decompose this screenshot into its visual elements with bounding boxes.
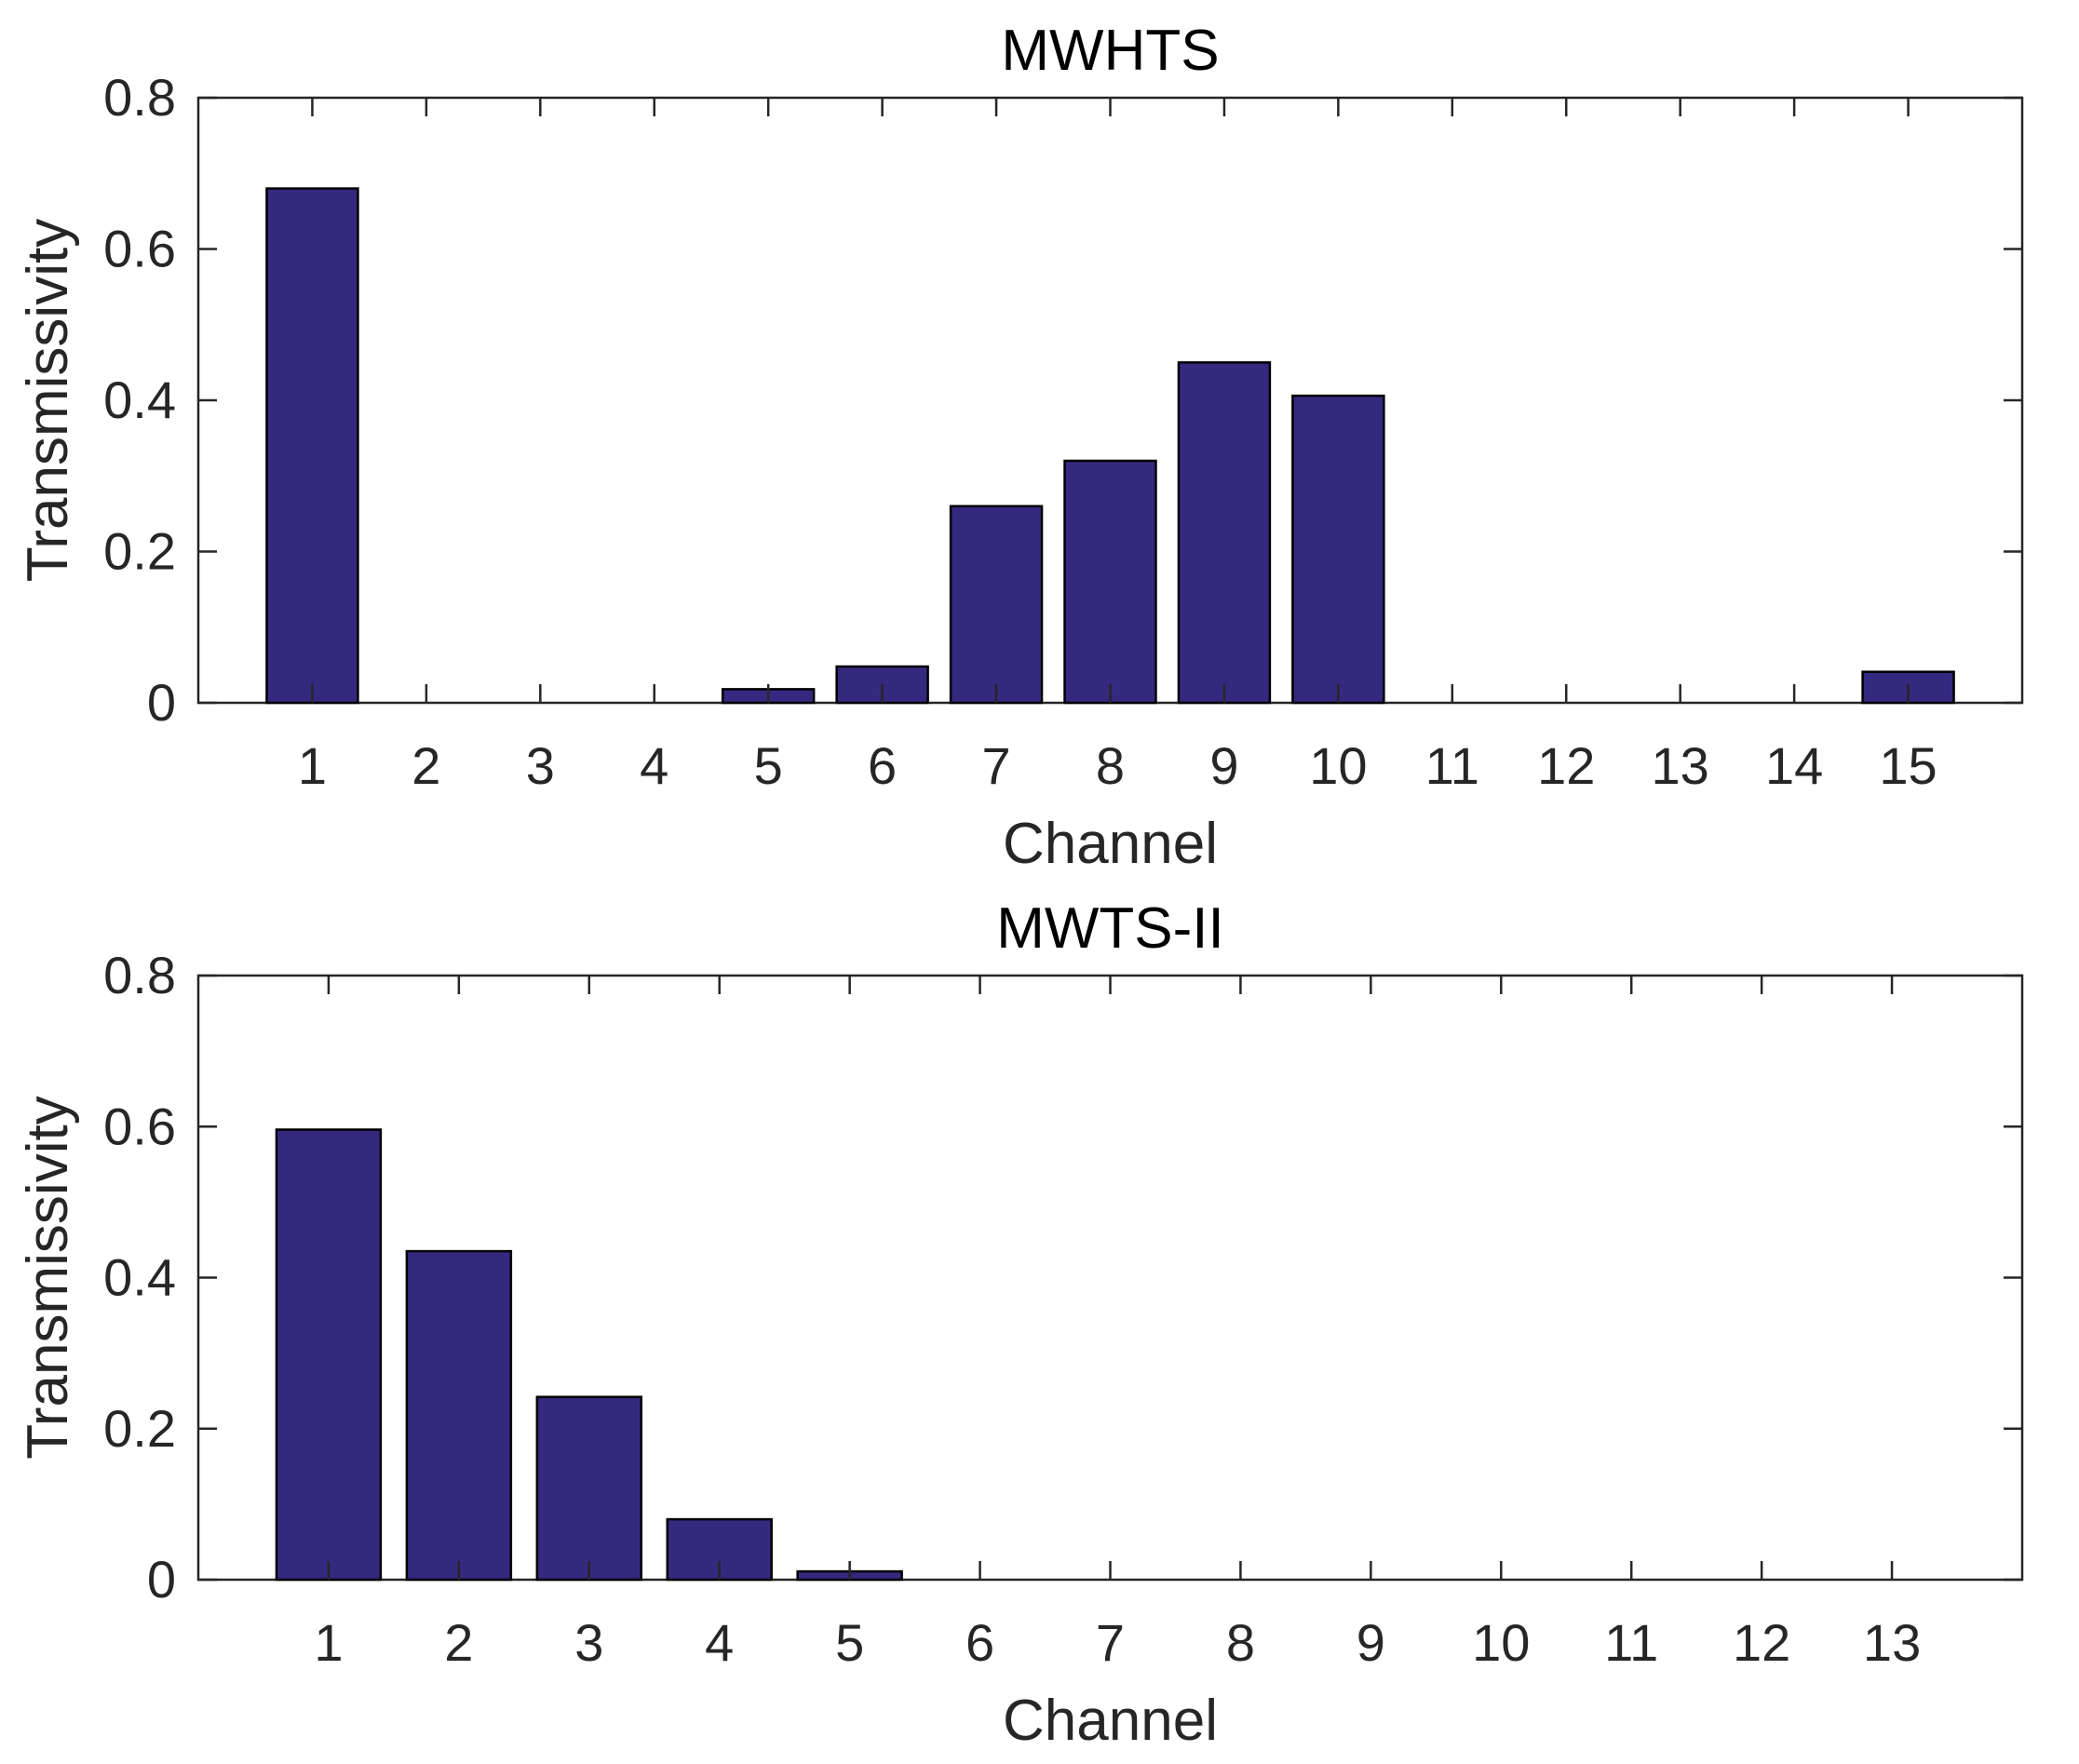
chart-1-xtick-label-5: 5: [835, 1613, 864, 1672]
chart-1-xtick-label-6: 6: [965, 1613, 994, 1672]
chart-1-xtick-label-8: 8: [1226, 1613, 1255, 1672]
chart-0-ytick-label-0.8: 0.8: [103, 68, 176, 127]
chart-1-xtick-label-3: 3: [574, 1613, 603, 1672]
chart-0-xtick-label-5: 5: [754, 736, 783, 795]
chart-1-xlabel: Channel: [1003, 1689, 1218, 1753]
chart-1-ytick-label-0.4: 0.4: [103, 1248, 176, 1307]
chart-0-xtick-label-15: 15: [1879, 736, 1937, 795]
chart-0-xlabel: Channel: [1003, 812, 1218, 876]
chart-1-xtick-label-10: 10: [1472, 1613, 1530, 1672]
chart-0-xtick-label-13: 13: [1652, 736, 1709, 795]
chart-0-xtick-label-9: 9: [1209, 736, 1238, 795]
chart-1-xtick-label-11: 11: [1604, 1613, 1658, 1672]
chart-0-xtick-label-1: 1: [298, 736, 327, 795]
chart-0-xtick-label-11: 11: [1425, 736, 1479, 795]
chart-1-title: MWTS-II: [996, 896, 1224, 961]
chart-1-ytick-label-0: 0: [147, 1550, 176, 1609]
chart-0-ytick-label-0.6: 0.6: [103, 220, 176, 278]
chart-0-xtick-label-4: 4: [640, 736, 668, 795]
chart-1-bar-2: [405, 1249, 513, 1582]
chart-0: 1 2 3 4 5 6 7 8 9 10 11 12 13 14 1500.20.40.60.8MWHTSC…: [16, 19, 2024, 876]
chart-0-xtick-label-14: 14: [1765, 736, 1823, 795]
chart-0-xtick-label-8: 8: [1096, 736, 1125, 795]
chart-1-ytick-label-0.8: 0.8: [103, 946, 176, 1004]
chart-0-xtick-label-3: 3: [526, 736, 555, 795]
chart-0-bar-8: [1063, 459, 1157, 705]
chart-1-xtick-label-4: 4: [705, 1613, 734, 1672]
chart-1-xtick-label-12: 12: [1733, 1613, 1790, 1672]
chart-0-ylabel: Transmissivity: [16, 219, 80, 582]
chart-1-ytick-label-0.2: 0.2: [103, 1399, 176, 1458]
chart-1-xtick-label-9: 9: [1357, 1613, 1385, 1672]
chart-0-ytick-label-0.2: 0.2: [103, 522, 176, 581]
chart-1-xtick-label-1: 1: [314, 1613, 343, 1672]
chart-1-ylabel: Transmissivity: [16, 1096, 80, 1459]
chart-0-ytick-label-0: 0: [147, 673, 176, 732]
chart-1: 1 2 3 4 5 6 7 8 9 10 11 12 1300.20.40.60.8MWTS-IICha…: [16, 896, 2024, 1753]
chart-0-xtick-label-2: 2: [412, 736, 440, 795]
chart-1-ytick-label-0.6: 0.6: [103, 1097, 176, 1155]
chart-0-bar-9: [1177, 361, 1272, 705]
chart-0-xtick-label-10: 10: [1309, 736, 1367, 795]
chart-0-title: MWHTS: [1001, 19, 1219, 83]
chart-1-bar-4: [666, 1517, 773, 1582]
chart-0-xtick-label-6: 6: [868, 736, 897, 795]
chart-1-bar-1: [275, 1128, 383, 1582]
chart-0-bar-7: [949, 505, 1044, 705]
chart-0-bar-10: [1291, 394, 1385, 705]
chart-1-xtick-label-2: 2: [444, 1613, 473, 1672]
chart-1-xtick-label-13: 13: [1863, 1613, 1921, 1672]
chart-1-xtick-label-7: 7: [1096, 1613, 1125, 1672]
chart-0-xtick-label-7: 7: [981, 736, 1010, 795]
chart-0-ytick-label-0.4: 0.4: [103, 370, 176, 429]
chart-0-bar-1: [265, 187, 359, 705]
chart-1-bar-3: [535, 1395, 643, 1582]
chart-0-xtick-label-12: 12: [1537, 736, 1595, 795]
